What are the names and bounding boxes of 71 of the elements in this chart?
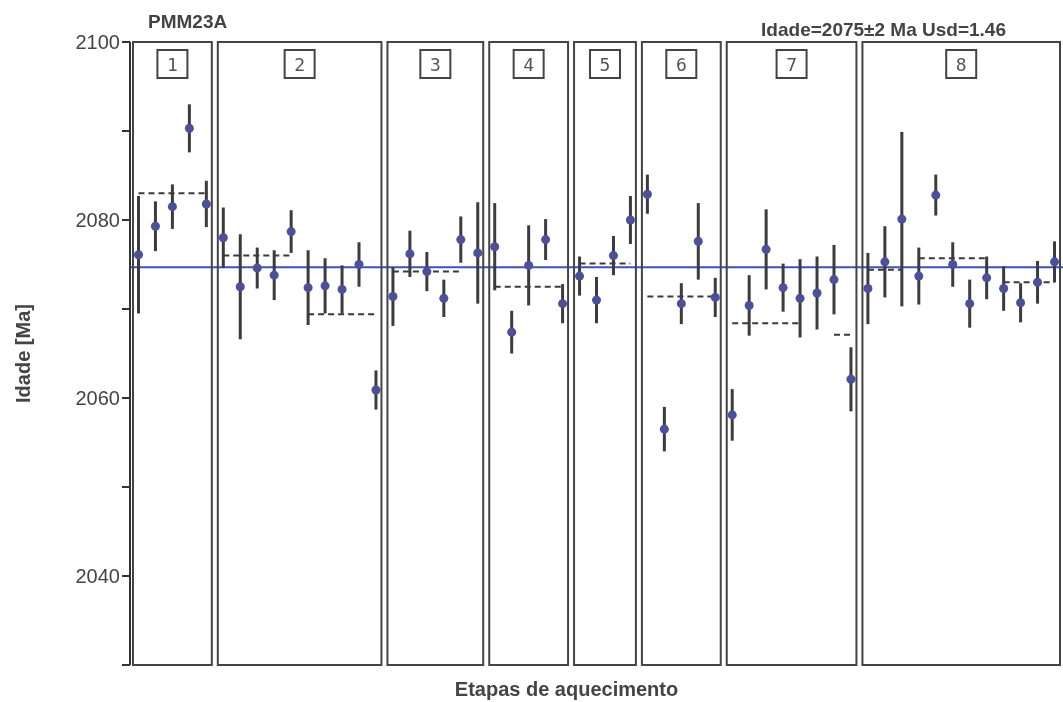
- point: [863, 284, 873, 294]
- point: [320, 281, 330, 291]
- point: [337, 284, 347, 294]
- point: [761, 244, 771, 254]
- annotation: 1: [166, 54, 178, 75]
- point: [201, 199, 211, 209]
- point: [575, 271, 585, 281]
- point: [303, 283, 313, 293]
- annotation: 8: [955, 54, 967, 75]
- point: [608, 251, 618, 261]
- point: [388, 292, 398, 302]
- point: [625, 215, 635, 225]
- annotation: 2: [294, 54, 306, 75]
- y-tick-label: 2100: [75, 31, 120, 54]
- point: [150, 221, 160, 231]
- point: [558, 299, 568, 309]
- x-axis-title: Etapas de aquecimento: [454, 678, 679, 700]
- point: [744, 300, 754, 310]
- annotation: 4: [523, 54, 535, 75]
- text: Idade=2075±2 Ma Usd=1.46: [761, 19, 1006, 40]
- point: [490, 242, 500, 252]
- annotation: 7: [786, 54, 797, 75]
- point: [1016, 298, 1026, 308]
- point: [795, 293, 805, 303]
- point: [591, 295, 602, 305]
- point: [218, 233, 228, 243]
- point: [710, 292, 720, 302]
- point: [133, 250, 143, 260]
- point: [286, 227, 296, 237]
- point: [524, 260, 534, 270]
- point: [439, 293, 449, 303]
- point: [676, 299, 686, 309]
- chart-title: PMM23A: [148, 11, 228, 32]
- point: [693, 236, 703, 246]
- point: [812, 288, 822, 298]
- point: [880, 257, 890, 267]
- point: [982, 273, 992, 283]
- y-axis-title: Idade [Ma]: [12, 304, 34, 403]
- point: [778, 283, 788, 293]
- point: [507, 327, 517, 337]
- annotation: 5: [599, 54, 611, 75]
- point: [405, 249, 415, 259]
- point: [269, 270, 279, 280]
- point: [948, 259, 958, 270]
- point: [931, 190, 941, 200]
- point: [473, 248, 483, 258]
- point: [354, 259, 364, 270]
- annotation: 6: [675, 54, 687, 75]
- point: [184, 123, 194, 133]
- point: [1033, 277, 1043, 287]
- point: [914, 271, 924, 281]
- point: [167, 202, 177, 212]
- point: [999, 284, 1009, 294]
- point: [252, 263, 262, 273]
- y-tick-label: 2060: [75, 387, 120, 410]
- annotation: 3: [429, 54, 441, 75]
- point: [456, 235, 466, 245]
- y-tick-label: 2040: [75, 565, 120, 588]
- point: [541, 235, 551, 245]
- point: [897, 214, 907, 224]
- point: [965, 299, 975, 309]
- point: [1050, 257, 1060, 267]
- point: [846, 374, 856, 384]
- point: [659, 424, 669, 434]
- point: [727, 410, 737, 420]
- y-tick-label: 2080: [75, 209, 120, 232]
- point: [829, 275, 839, 285]
- point: [371, 385, 381, 395]
- point: [235, 282, 245, 292]
- point: [422, 267, 432, 277]
- point: [642, 189, 652, 199]
